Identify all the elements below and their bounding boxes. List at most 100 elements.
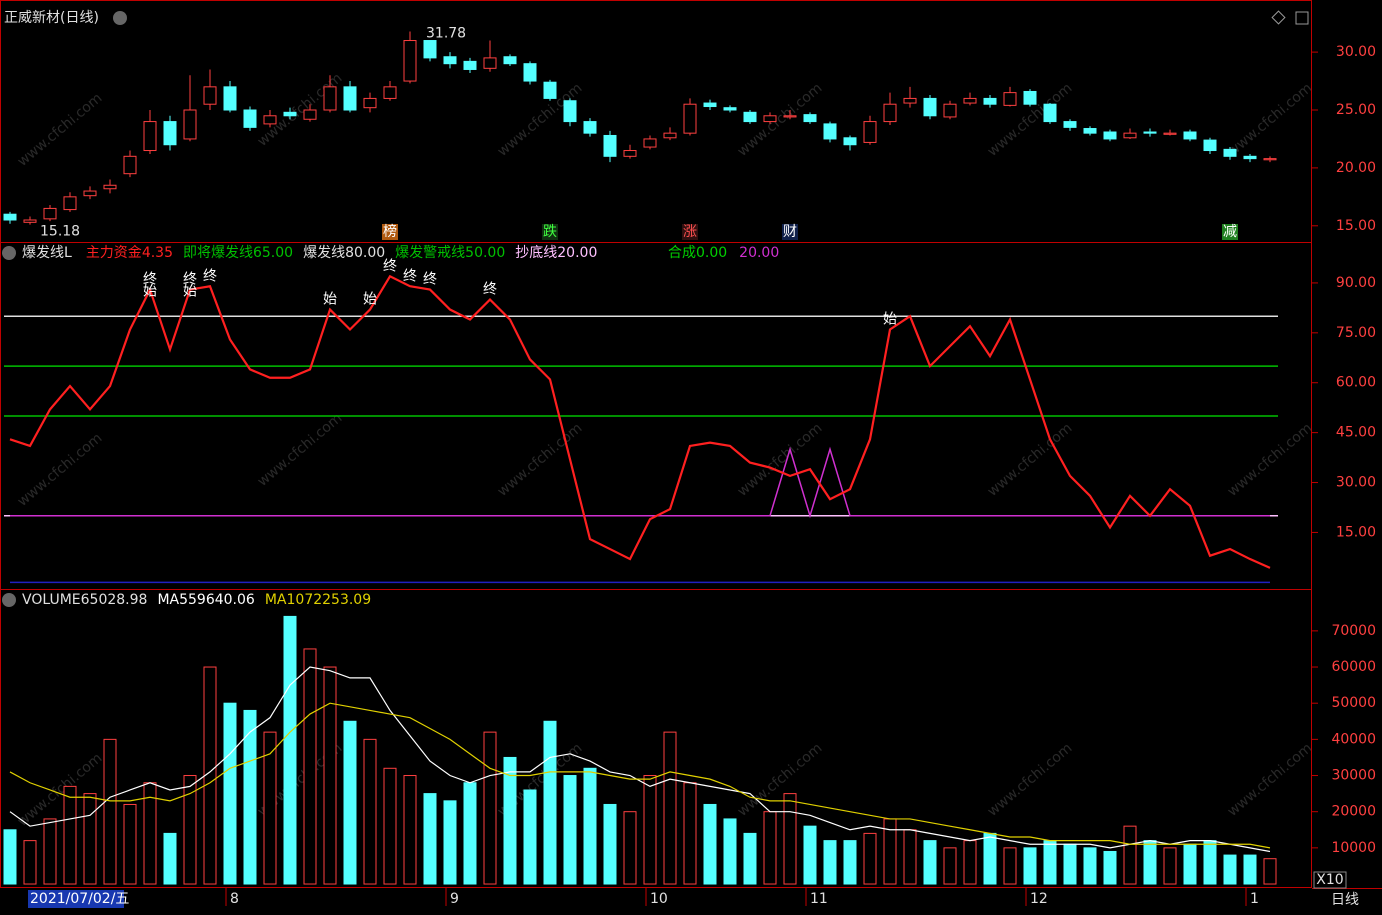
candle-body (943, 103, 957, 118)
collapse-button[interactable] (2, 246, 16, 260)
window-button[interactable] (1295, 11, 1309, 25)
y-tick-label: 15.00 (1336, 524, 1376, 540)
signal-label: 始 (143, 284, 157, 300)
event-label: 涨 (683, 224, 697, 240)
candle-body (663, 132, 677, 139)
volume-bar (1023, 847, 1037, 885)
volume-bar (1103, 850, 1117, 885)
volume-bar (243, 709, 257, 885)
volume-bar (303, 648, 317, 885)
candle-body (543, 81, 557, 99)
volume-bar (443, 800, 457, 885)
volume-bar (263, 731, 277, 885)
y-tick-label: 10000 (1331, 840, 1376, 856)
volume-bar (603, 803, 617, 885)
legend-text: VOLUME (22, 592, 81, 608)
volume-bar (983, 832, 997, 885)
y-tick-label: 20.00 (1336, 160, 1376, 176)
signal-label: 终 (383, 258, 397, 274)
candle-body (783, 115, 797, 118)
candle-body (923, 97, 937, 117)
candle-body (1123, 132, 1137, 139)
volume-bar (563, 775, 577, 885)
candle-body (1063, 121, 1077, 128)
legend-text: 爆发线L (22, 245, 72, 261)
candle-body (483, 57, 497, 69)
candle-body (603, 134, 617, 157)
candle-body (523, 63, 537, 82)
volume-bar (1223, 854, 1237, 885)
event-badge (1222, 224, 1238, 240)
volume-bar (1003, 847, 1017, 885)
volume-bar (583, 767, 597, 885)
y-tick-label: 50000 (1331, 695, 1376, 711)
candle-body (823, 123, 837, 140)
candle-body (1223, 148, 1237, 157)
candle-body (463, 60, 477, 70)
volume-bar (1163, 847, 1177, 885)
candle-body (1103, 131, 1117, 140)
candle-body (243, 109, 257, 128)
volume-bar (903, 829, 917, 885)
volume-bar (803, 825, 817, 885)
event-badge (542, 224, 558, 240)
candle-body (443, 56, 457, 65)
candle-body (683, 103, 697, 134)
candle-body (1163, 132, 1177, 135)
volume-bar (783, 793, 797, 885)
volume-bar (623, 811, 637, 885)
candle-body (803, 114, 817, 123)
event-badge (782, 224, 798, 240)
signal-label: 始 (363, 292, 377, 308)
y-tick-label: 30.00 (1336, 44, 1376, 60)
x-tick-label: 8 (230, 891, 239, 907)
legend-text: 爆发线 (303, 245, 345, 261)
candle-body (843, 137, 857, 146)
volume-bar (163, 832, 177, 885)
legend-text: 65.00 (253, 245, 293, 261)
volume-bar (1243, 854, 1257, 885)
volume-bar (1043, 840, 1057, 885)
candle-body (743, 111, 757, 123)
signal-label: 始 (323, 292, 337, 308)
ma-line (9, 666, 1271, 853)
legend-text: 59640.06 (188, 592, 255, 608)
collapse-button[interactable] (2, 593, 16, 607)
volume-bar (83, 793, 97, 885)
min-price-label: 15.18 (40, 224, 80, 240)
y-tick-label: 20000 (1331, 804, 1376, 820)
volume-bar (423, 793, 437, 885)
y-tick-label: 60.00 (1336, 375, 1376, 391)
volume-bar (323, 666, 337, 885)
candle-body (223, 86, 237, 111)
y-tick-label: 60000 (1331, 659, 1376, 675)
candle-body (723, 107, 737, 111)
volume-bar (1203, 840, 1217, 885)
candle-body (143, 121, 157, 152)
signal-label: 始 (183, 284, 197, 300)
signal-label: 始 (883, 312, 897, 328)
event-badge (682, 224, 698, 240)
candle-body (883, 103, 897, 123)
y-tick-label: 40000 (1331, 731, 1376, 747)
settings-button[interactable] (1271, 10, 1286, 25)
volume-bar (823, 840, 837, 885)
volume-bar (3, 829, 17, 885)
chart-title: 正威新材(日线) (4, 10, 99, 26)
candle-body (623, 150, 637, 157)
volume-bar (383, 767, 397, 885)
volume-bar (43, 818, 57, 885)
legend-text: 50.00 (465, 245, 505, 261)
volume-bar (703, 803, 717, 885)
signal-label: 终 (203, 268, 217, 284)
volume-bar (1123, 825, 1137, 885)
volume-bar (463, 782, 477, 885)
candle-body (383, 86, 397, 99)
collapse-button[interactable] (113, 11, 127, 25)
volume-bar (663, 731, 677, 885)
volume-bar (63, 785, 77, 885)
candle-body (123, 155, 137, 175)
volume-bar (723, 818, 737, 885)
legend-text: MA10 (265, 592, 304, 608)
